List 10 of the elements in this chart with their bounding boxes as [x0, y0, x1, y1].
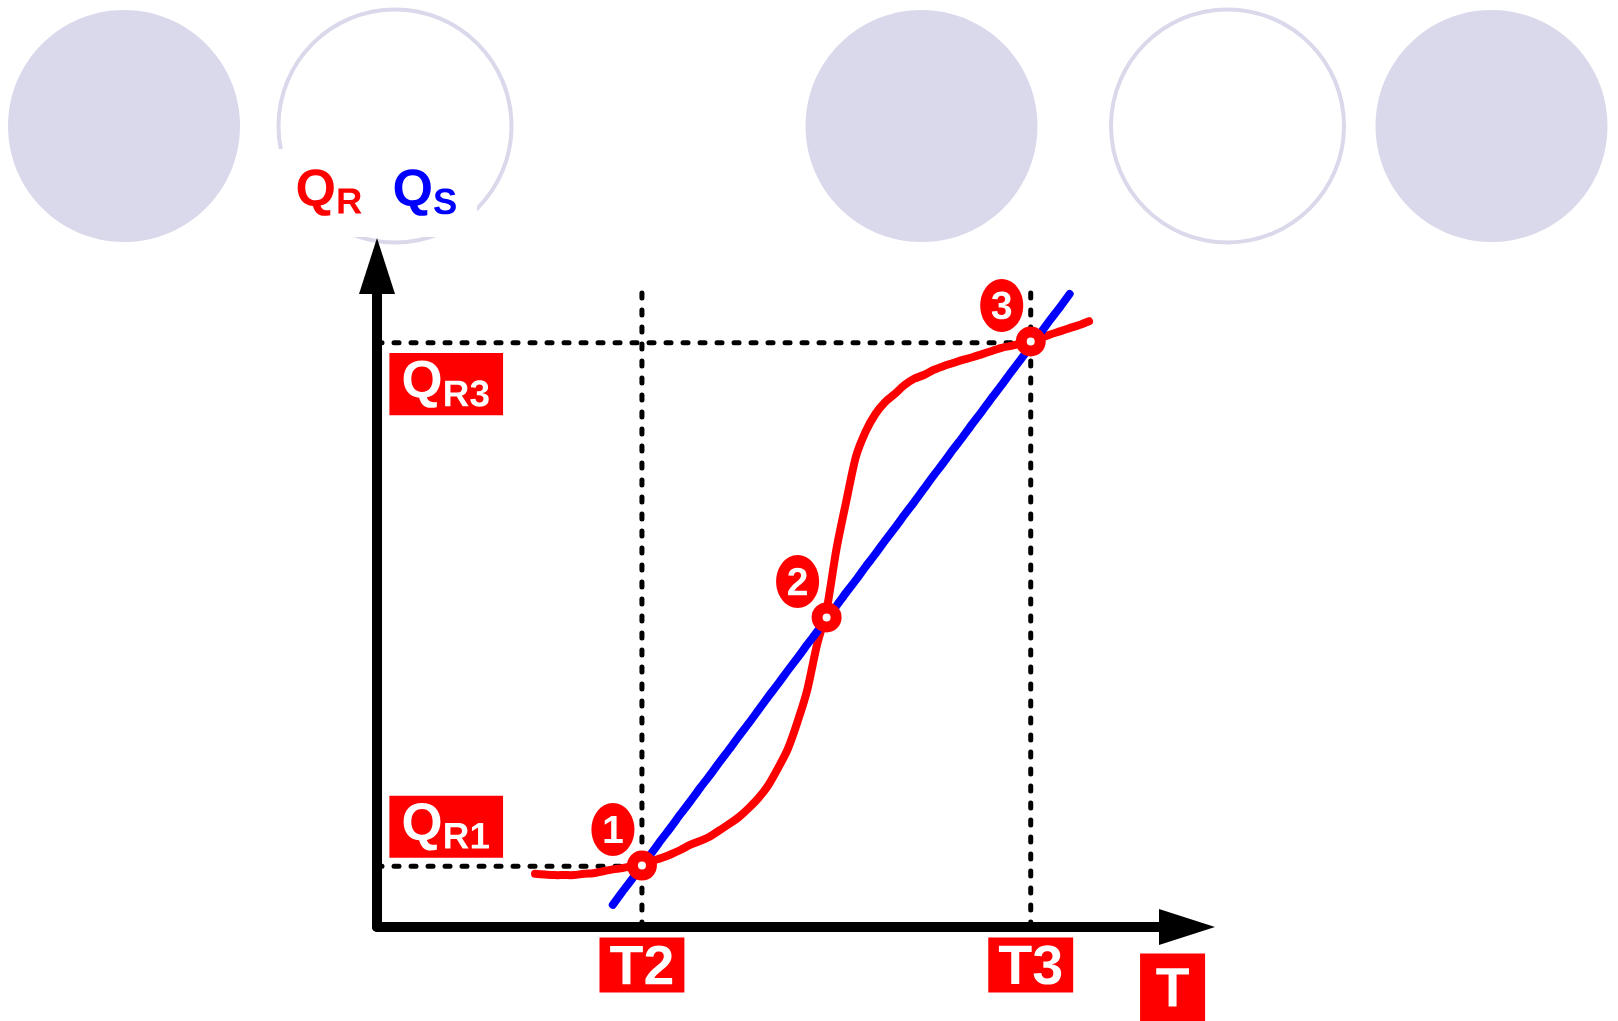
- text: Q$_{R}$: [297, 169, 362, 216]
- annotation: 2: [788, 567, 807, 596]
- ref-line-label: Q$_{R3}$: [403, 360, 489, 408]
- x-tick-label: T2: [610, 945, 673, 985]
- x-axis-title: T: [1156, 968, 1189, 1007]
- text: Q$_{S}$: [394, 169, 456, 216]
- annotation: 1: [604, 816, 623, 844]
- x-tick-label: T3: [998, 945, 1062, 985]
- annotation: 3: [991, 291, 1012, 320]
- ref-line-label: Q$_{R1}$: [403, 803, 490, 851]
